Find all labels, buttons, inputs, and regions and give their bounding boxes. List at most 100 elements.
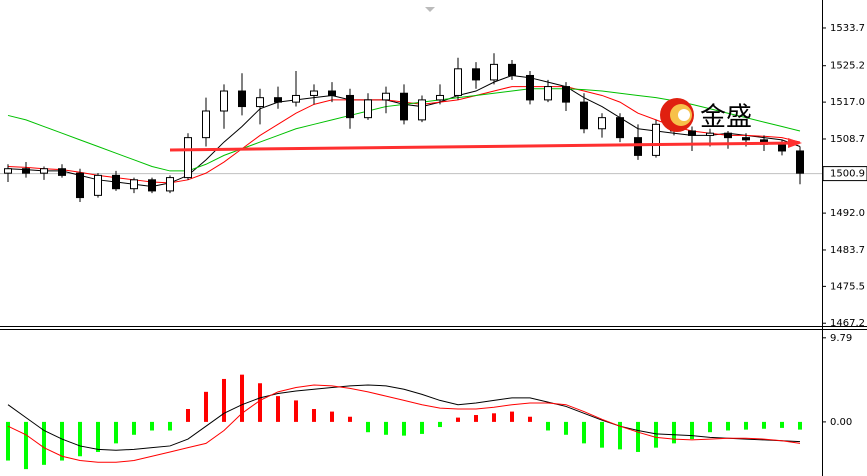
histogram-bar — [618, 421, 622, 450]
candle-body — [4, 168, 12, 174]
candle-body — [616, 117, 624, 139]
histogram-bar — [600, 421, 604, 448]
candle-body — [382, 92, 390, 101]
indicator-line — [7, 384, 801, 451]
histogram-bar — [798, 421, 802, 430]
candle-body — [292, 94, 300, 103]
trend-line — [169, 141, 796, 152]
histogram-bar — [438, 421, 442, 428]
y-tick-label: 1517.0 — [830, 97, 865, 108]
histogram-bar — [294, 400, 298, 422]
candle-body — [580, 101, 588, 130]
y-tick-label: 9.79 — [830, 333, 852, 344]
histogram-bar — [150, 421, 154, 431]
y-tick-label: 1525.2 — [830, 61, 865, 72]
y-tick-label: 1467.2 — [830, 318, 865, 329]
histogram-bar — [96, 421, 100, 452]
candle-body — [472, 68, 480, 81]
macd-pane: 9.79 0.00 — [6, 333, 852, 470]
candle-body — [274, 97, 282, 103]
histogram-bar — [582, 421, 586, 444]
candle-body — [166, 177, 174, 192]
candle-body — [256, 97, 264, 108]
candle-body — [112, 174, 120, 190]
candle-body — [706, 132, 714, 136]
histogram-bar — [420, 421, 424, 434]
candle-body — [634, 137, 642, 156]
y-tick-label: 1533.7 — [830, 23, 865, 34]
histogram-bar — [276, 396, 280, 422]
histogram-bar — [762, 421, 766, 429]
histogram-bar — [366, 421, 370, 433]
candle-body — [130, 179, 138, 190]
candle-body — [364, 99, 372, 119]
y-tick-label: 1475.5 — [830, 281, 865, 292]
candle-body — [400, 92, 408, 121]
candle-body — [346, 94, 354, 119]
candle-body — [148, 179, 156, 192]
histogram-bar — [78, 421, 82, 457]
candle-body — [688, 130, 696, 136]
histogram-bar — [204, 391, 208, 422]
histogram-bar — [222, 378, 226, 422]
histogram-bar — [330, 411, 334, 422]
histogram-bar — [240, 374, 244, 422]
y-tick-label: 1483.7 — [830, 245, 865, 256]
y-tick-label: 1492.0 — [830, 208, 865, 219]
logo-core — [678, 109, 690, 121]
last-price-box — [822, 166, 867, 182]
price-pane: 1533.7 1525.2 1517.0 1508.7 1492.0 1483.7 1475… — [0, 23, 867, 329]
histogram-bar — [474, 415, 478, 422]
histogram-bar — [42, 421, 46, 465]
histogram-bar — [636, 421, 640, 452]
candle-body — [40, 168, 48, 174]
candle-body — [94, 174, 102, 196]
histogram-bar — [168, 421, 172, 431]
indicator-line — [7, 384, 801, 463]
histogram-bar — [564, 421, 568, 435]
candle-body — [796, 150, 804, 174]
candle-body — [58, 168, 66, 176]
y-tick-label: 1508.7 — [830, 134, 865, 145]
histogram-bar — [672, 421, 676, 444]
candle-body — [544, 86, 552, 101]
candle-body — [310, 90, 318, 96]
histogram-bar — [258, 383, 262, 422]
histogram-bar — [528, 416, 532, 422]
histogram-bar — [708, 421, 712, 433]
histogram-bar — [690, 421, 694, 440]
histogram-bar — [456, 417, 460, 422]
candle-body — [220, 90, 228, 112]
histogram-bar — [132, 421, 136, 435]
candle-body — [742, 137, 750, 141]
candle-body — [238, 90, 246, 108]
histogram-bar — [654, 421, 658, 448]
candle-body — [778, 143, 786, 152]
histogram-bar — [780, 421, 784, 428]
histogram-bar — [726, 421, 730, 431]
candle-body — [652, 123, 660, 156]
candle-body — [202, 110, 210, 139]
histogram-bar — [186, 409, 190, 422]
histogram-bar — [6, 421, 10, 461]
candle-body — [184, 137, 192, 179]
last-price-label: 1500.9 — [830, 169, 865, 180]
candle-body — [418, 99, 426, 121]
histogram-bar — [24, 421, 28, 470]
histogram-bar — [312, 409, 316, 422]
candle-body — [526, 74, 534, 101]
histogram-bar — [492, 413, 496, 422]
y-tick-label: 0.00 — [830, 417, 852, 428]
candle-body — [436, 94, 444, 101]
histogram-bar — [546, 421, 550, 431]
candle-body — [490, 63, 498, 81]
candle-body — [454, 68, 462, 96]
candle-body — [598, 117, 606, 130]
watermark-text: 金盛 — [700, 103, 752, 133]
candle-body — [328, 90, 336, 96]
histogram-bar — [60, 421, 64, 461]
watermark-logo — [660, 98, 694, 132]
candle-body — [22, 168, 30, 174]
